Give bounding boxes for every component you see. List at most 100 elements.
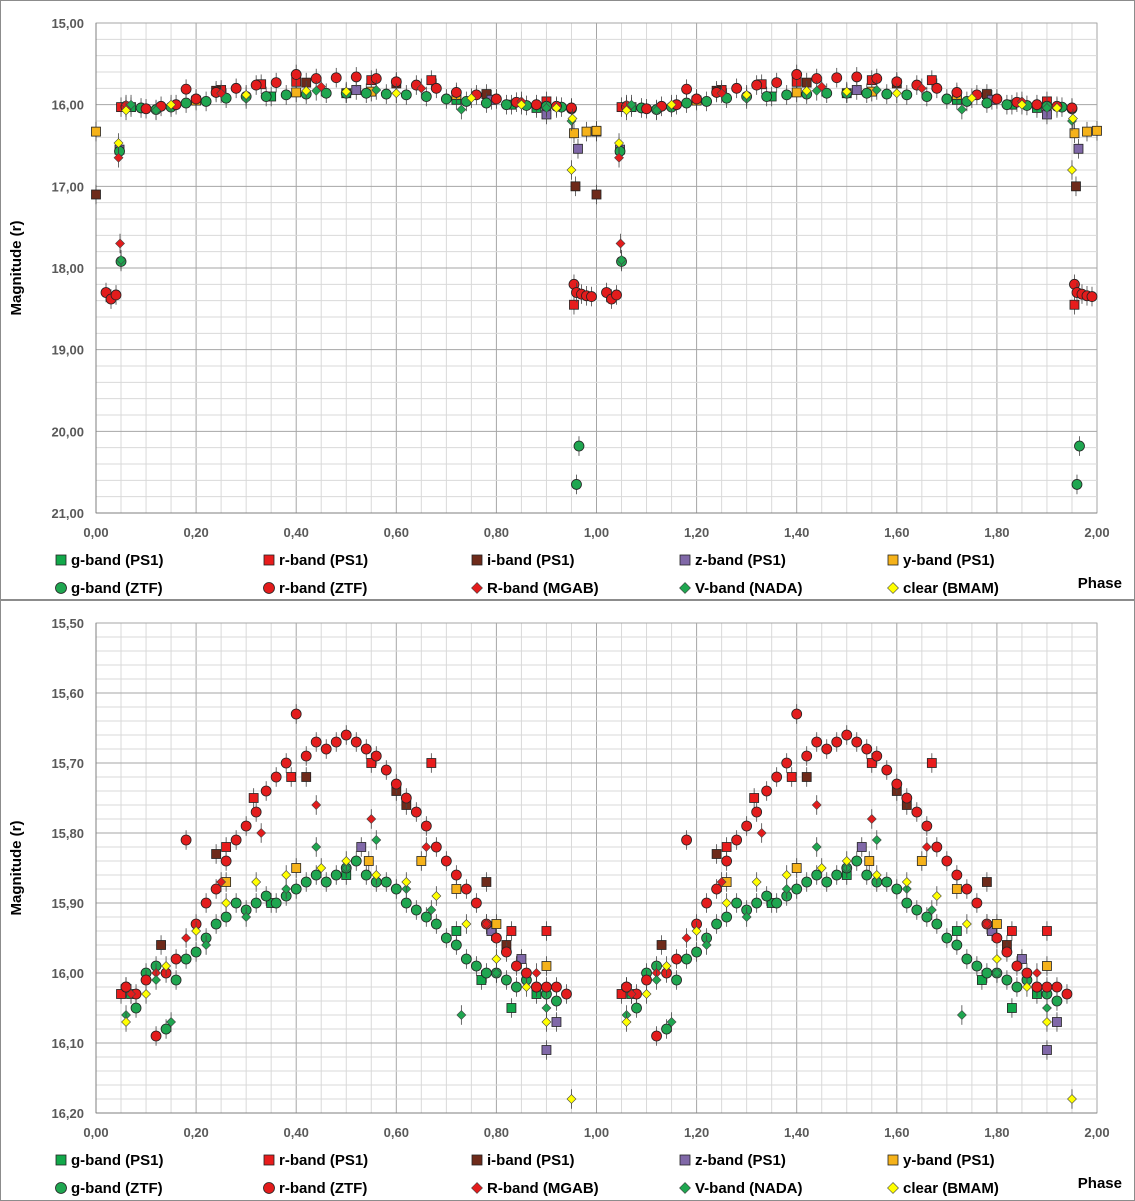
data-point <box>400 792 412 804</box>
data-point <box>431 891 442 901</box>
data-point <box>1017 954 1027 964</box>
data-point <box>966 93 977 104</box>
data-point <box>371 870 382 880</box>
legend: g-band (PS1) r-band (PS1) i-band (PS1) z-ba… <box>55 1152 999 1197</box>
data-point <box>150 1030 162 1042</box>
data-point <box>470 897 482 909</box>
y-tick-label: 17,00 <box>51 179 84 194</box>
data-point <box>811 736 823 748</box>
data-point <box>410 904 422 916</box>
data-point <box>570 181 581 192</box>
data-point <box>641 974 652 986</box>
data-point <box>291 863 302 873</box>
data-point <box>992 919 1002 929</box>
x-tick-label: 2,00 <box>1084 1125 1109 1140</box>
data-point <box>761 91 773 102</box>
data-point <box>181 933 192 943</box>
data-point <box>761 785 773 797</box>
legend-marker <box>55 582 67 594</box>
data-point <box>360 87 372 99</box>
data-point <box>366 758 377 768</box>
data-point <box>751 806 763 818</box>
data-point <box>951 939 963 951</box>
data-point <box>211 849 222 859</box>
data-point <box>861 87 873 99</box>
data-point <box>791 708 803 720</box>
data-point <box>401 877 412 887</box>
data-point <box>786 772 797 782</box>
x-tick-label: 0,60 <box>384 525 409 540</box>
data-point <box>851 71 863 83</box>
data-point <box>656 940 667 950</box>
data-point <box>430 841 442 853</box>
data-point <box>566 165 577 175</box>
data-point <box>801 772 812 782</box>
data-point <box>476 975 487 985</box>
data-point <box>666 1017 677 1027</box>
light-curve-chart-full: 0,00 0,20 0,40 0,60 0,80 1,00 1,20 1,40 1,60 1,80… <box>8 16 1122 597</box>
data-point <box>756 828 767 838</box>
data-point <box>911 806 923 818</box>
data-point <box>891 883 903 895</box>
data-point <box>501 974 512 986</box>
data-point <box>506 1003 517 1013</box>
data-point <box>1051 995 1063 1007</box>
data-point <box>511 981 522 993</box>
y-tick-label: 15,90 <box>51 896 84 911</box>
data-point <box>451 884 462 894</box>
data-point <box>140 103 152 115</box>
data-point <box>531 968 542 978</box>
data-point <box>286 772 297 782</box>
data-point <box>190 946 202 958</box>
data-point <box>480 97 492 109</box>
data-point <box>426 758 437 768</box>
data-point <box>330 72 342 84</box>
data-point <box>391 88 402 99</box>
data-point <box>931 82 943 94</box>
legend-marker <box>887 554 899 566</box>
data-point <box>926 75 937 86</box>
data-point <box>616 989 627 999</box>
data-point <box>771 771 783 783</box>
x-tick-label: 0,60 <box>384 1125 409 1140</box>
legend-marker <box>471 554 483 566</box>
data-point <box>551 995 562 1007</box>
data-point <box>230 897 242 909</box>
data-point <box>300 750 312 762</box>
data-point <box>681 933 692 943</box>
data-point <box>661 961 672 971</box>
data-point <box>440 855 452 867</box>
data-point <box>941 93 953 105</box>
data-point <box>749 793 760 803</box>
data-point <box>1086 291 1098 302</box>
x-tick-label: 0,00 <box>83 1125 108 1140</box>
data-point <box>569 128 579 139</box>
data-point <box>216 877 227 887</box>
data-point <box>541 961 552 971</box>
data-point <box>573 440 585 452</box>
data-point <box>113 152 124 163</box>
data-point <box>986 926 997 936</box>
y-tick-label: 16,20 <box>51 1106 84 1121</box>
data-point <box>1042 961 1052 971</box>
x-tick-label: 0,80 <box>484 1125 509 1140</box>
data-point <box>931 918 943 930</box>
data-point <box>430 918 442 930</box>
data-point <box>1071 479 1083 490</box>
data-point <box>466 93 477 104</box>
data-point <box>951 869 963 881</box>
data-point <box>801 876 813 888</box>
data-point <box>1001 974 1013 986</box>
data-point <box>371 85 382 95</box>
data-point <box>781 884 792 894</box>
legend-marker <box>55 1154 67 1166</box>
data-point <box>290 69 302 80</box>
data-point <box>350 855 362 867</box>
data-point <box>615 238 626 249</box>
data-point <box>251 877 262 887</box>
data-point <box>721 842 732 852</box>
data-point <box>821 876 833 888</box>
data-point <box>926 758 937 768</box>
data-point <box>280 89 292 101</box>
data-point <box>416 83 427 94</box>
